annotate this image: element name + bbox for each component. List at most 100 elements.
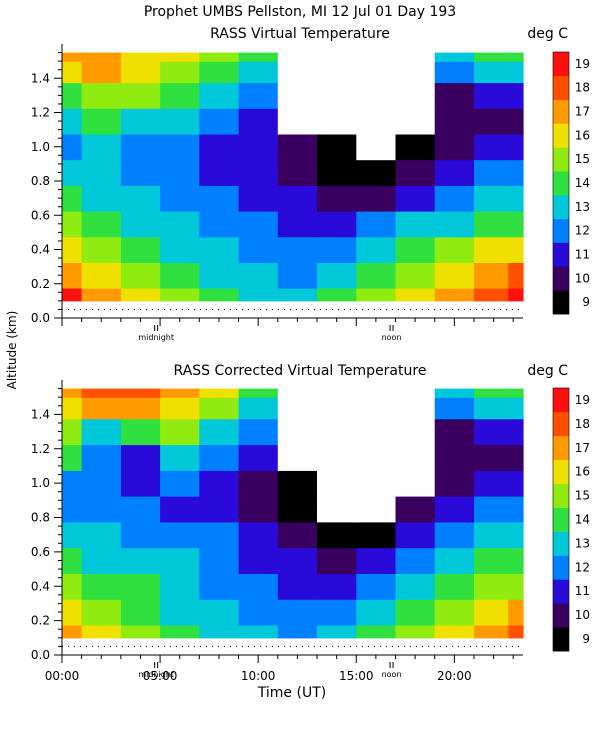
heatmap-cell	[120, 397, 161, 420]
heatmap-cell	[160, 108, 200, 135]
heatmap-plot	[62, 388, 524, 647]
heatmap-cell	[356, 418, 397, 446]
heatmap-cell	[356, 397, 397, 420]
heatmap-cell	[238, 547, 279, 574]
heatmap-cell	[62, 288, 83, 302]
heatmap-cell	[508, 211, 524, 238]
heatmap-cell	[120, 236, 161, 263]
colorbar: 9 10 11 12 13 14 15 16 17 18 19	[552, 51, 590, 315]
heatmap-cell	[81, 388, 122, 398]
colorbar-label: 10	[575, 608, 590, 622]
heatmap-cell	[277, 547, 318, 574]
heatmap-cell	[81, 397, 122, 420]
heatmap-cell	[356, 133, 397, 161]
heatmap-cell	[160, 61, 200, 84]
colorbar-swatch	[553, 266, 569, 291]
heatmap-cell	[81, 573, 122, 600]
heatmap-cell	[81, 159, 122, 186]
heatmap-cell	[62, 211, 83, 238]
heatmap-cell	[474, 159, 509, 186]
heatmap-cell	[395, 61, 436, 84]
heatmap-cell	[120, 470, 161, 497]
heatmap-cell	[395, 288, 436, 302]
legend-title: deg C	[527, 363, 568, 379]
heatmap-cell	[238, 262, 279, 289]
heatmap-cell	[62, 388, 83, 398]
heatmap-cell	[395, 397, 436, 420]
heatmap-cell	[508, 397, 524, 420]
colorbar-label: 17	[575, 441, 590, 455]
y-tick-label: 0.8	[31, 511, 50, 525]
heatmap-cell	[238, 397, 279, 420]
heatmap-cell	[62, 496, 83, 523]
heatmap-cell	[238, 521, 279, 549]
heatmap-cell	[199, 52, 240, 62]
day-marker-label: noon	[382, 670, 402, 679]
heatmap-cell	[395, 521, 436, 549]
y-axis-label: Altitude (km)	[5, 311, 19, 390]
x-tick-label: 10:00	[241, 669, 276, 683]
heatmap-cell	[199, 547, 240, 574]
colorbar-label: 13	[575, 200, 590, 214]
heatmap-cell	[356, 108, 397, 135]
heatmap-cell	[317, 52, 357, 62]
colorbar-label: 9	[582, 295, 590, 309]
heatmap-cell	[395, 211, 436, 238]
heatmap-cell	[81, 211, 122, 238]
colorbar-swatch	[553, 459, 569, 484]
heatmap-cell	[238, 470, 279, 497]
day-marker-label: noon	[382, 333, 402, 342]
colorbar-label: 19	[575, 393, 590, 407]
heatmap-cell	[356, 388, 397, 398]
colorbar-frame	[552, 387, 570, 652]
colorbar-label: 18	[575, 417, 590, 431]
heatmap-cell	[62, 185, 83, 212]
heatmap-cell	[120, 388, 161, 398]
colorbar-label: 11	[575, 584, 590, 598]
heatmap-cell	[356, 599, 397, 626]
heatmap-cell	[238, 159, 279, 186]
heatmap-cell	[277, 624, 318, 639]
heatmap-cell	[81, 82, 122, 109]
heatmap-cell	[508, 108, 524, 135]
panel-title: RASS Corrected Virtual Temperature	[174, 363, 427, 379]
heatmap-cell	[81, 52, 122, 62]
heatmap-cell	[160, 159, 200, 186]
heatmap-cell	[81, 133, 122, 161]
heatmap-cell	[81, 288, 122, 302]
day-marker-label: midnight	[138, 670, 174, 679]
colorbar-frame	[552, 51, 570, 315]
colorbar-label: 9	[582, 632, 590, 646]
x-tick-label: 05:00	[143, 669, 178, 683]
heatmap-cell	[395, 236, 436, 263]
x-tick-label: 15:00	[339, 669, 374, 683]
heatmap-cell	[160, 444, 200, 471]
y-tick-label: 1.4	[31, 407, 50, 421]
heatmap-cell	[160, 521, 200, 549]
heatmap-cell	[317, 108, 357, 135]
heatmap-cell	[81, 599, 122, 626]
heatmap-cell	[434, 211, 475, 238]
heatmap-cell	[62, 397, 83, 420]
heatmap-cell	[395, 133, 436, 161]
heatmap-cell	[434, 108, 475, 135]
heatmap-cell	[317, 185, 357, 212]
y-tick-label: 0.2	[31, 277, 50, 291]
heatmap-cell	[395, 496, 436, 523]
heatmap-cell	[238, 444, 279, 471]
heatmap-cell	[508, 159, 524, 186]
heatmap-plot	[62, 52, 524, 310]
heatmap-cell	[160, 236, 200, 263]
heatmap-cell	[317, 388, 357, 398]
heatmap-cell	[199, 61, 240, 84]
colorbar-label: 17	[575, 105, 590, 119]
heatmap-cell	[238, 418, 279, 446]
heatmap-cell	[81, 470, 122, 497]
heatmap-cell	[277, 470, 318, 497]
heatmap-cell	[474, 418, 509, 446]
y-tick-label: 1.4	[31, 71, 50, 85]
heatmap-cell	[474, 599, 509, 626]
heatmap-cell	[474, 211, 509, 238]
heatmap-cell	[434, 388, 475, 398]
